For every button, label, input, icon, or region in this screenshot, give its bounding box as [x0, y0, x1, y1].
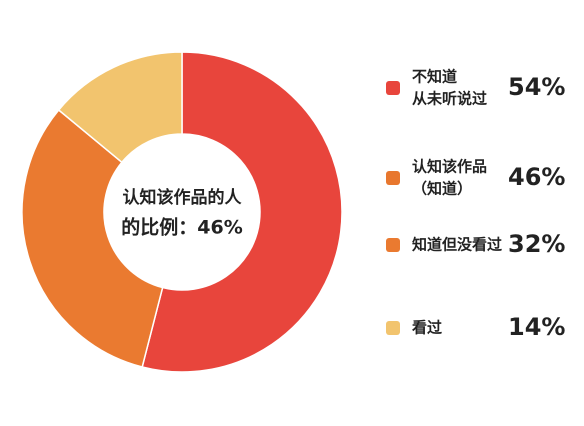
center-label: 认知该作品的人: [123, 187, 243, 208]
legend-marker: [386, 81, 400, 95]
legend-label: 知道但没看过: [412, 236, 502, 254]
legend-label: 不知道: [412, 68, 457, 86]
legend-marker: [386, 238, 400, 252]
slice: [57, 51, 183, 164]
legend-marker: [386, 171, 400, 185]
legend-label: 看过: [412, 319, 442, 337]
center-label: 的比例：46%: [121, 216, 242, 239]
legend-label: 认知该作品: [412, 158, 487, 176]
legend-value: 14%: [508, 313, 565, 341]
legend-label: （知道）: [412, 180, 472, 198]
legend-value: 32%: [508, 230, 565, 258]
legend-value: 54%: [508, 73, 565, 101]
legend-value: 46%: [508, 163, 565, 191]
legend-label: 从未听说过: [412, 90, 487, 108]
slice: [21, 108, 164, 368]
legend-marker: [386, 321, 400, 335]
slice: [141, 51, 343, 373]
